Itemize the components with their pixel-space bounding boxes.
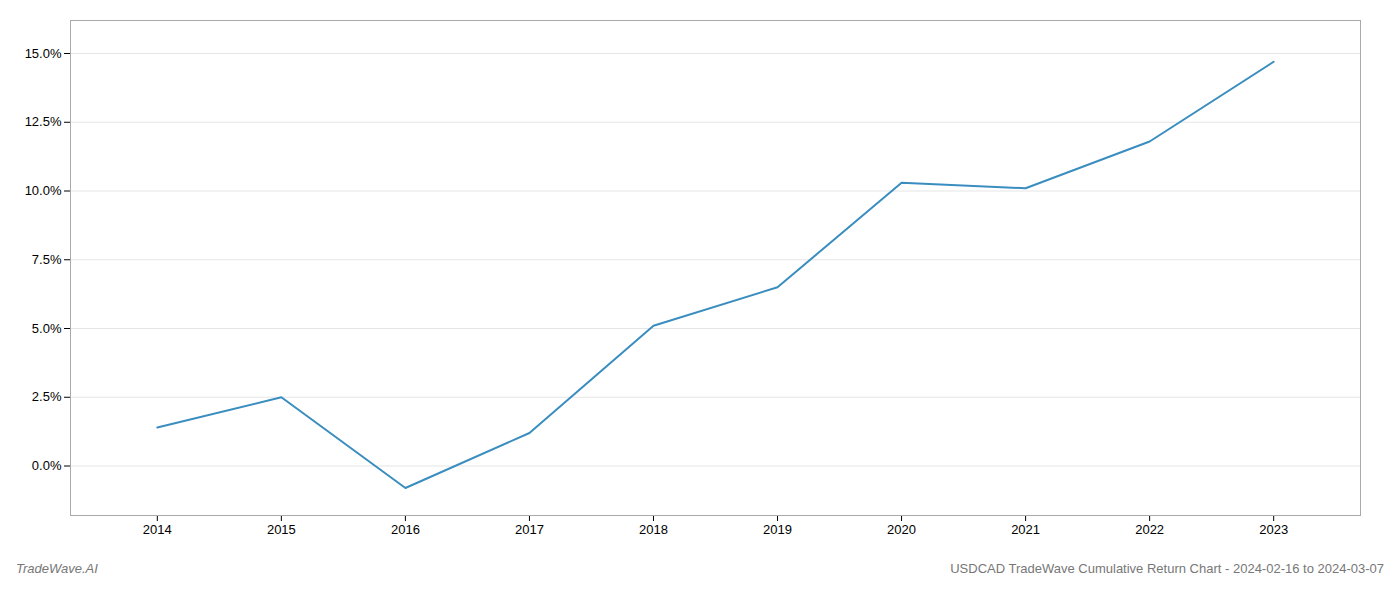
html-text:USDCAD TradeWave Cumulative Re: USDCAD TradeWave Cumulative Return Chart… xyxy=(950,561,1384,576)
html-text:TradeWave.AI: TradeWave.AI xyxy=(16,561,98,576)
svg-text:10.0%: 10.0% xyxy=(25,183,62,198)
svg-text:2018: 2018 xyxy=(639,522,668,537)
svg-text:2015: 2015 xyxy=(267,522,296,537)
svg-text:0.0%: 0.0% xyxy=(32,458,62,473)
svg-text:2014: 2014 xyxy=(143,522,172,537)
svg-text:2017: 2017 xyxy=(515,522,544,537)
svg-text:2021: 2021 xyxy=(1011,522,1040,537)
svg-text:12.5%: 12.5% xyxy=(25,114,62,129)
svg-text:2016: 2016 xyxy=(391,522,420,537)
svg-text:5.0%: 5.0% xyxy=(32,321,62,336)
svg-text:15.0%: 15.0% xyxy=(25,46,62,61)
svg-text:2023: 2023 xyxy=(1259,522,1288,537)
svg-text:2022: 2022 xyxy=(1135,522,1164,537)
svg-text:2.5%: 2.5% xyxy=(32,389,62,404)
svg-text:2019: 2019 xyxy=(763,522,792,537)
svg-text:7.5%: 7.5% xyxy=(32,252,62,267)
svg-text:2020: 2020 xyxy=(887,522,916,537)
